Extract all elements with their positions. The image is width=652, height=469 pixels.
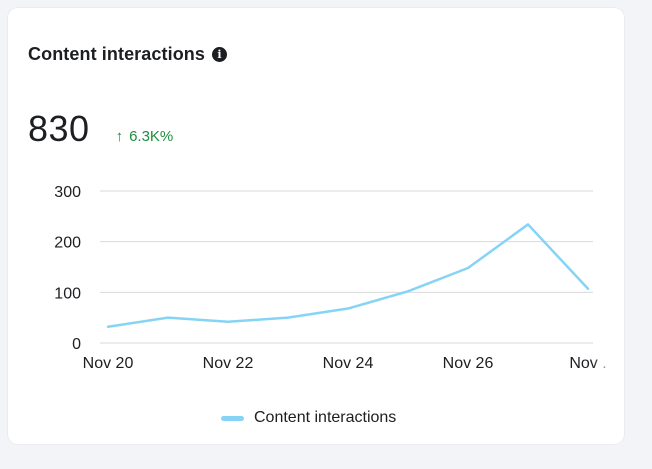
metric-value: 830 (28, 108, 90, 149)
x-tick-label: Nov 20 (83, 355, 134, 372)
x-tick-label: Nov 26 (443, 355, 494, 372)
card-title: Content interactions (28, 44, 206, 64)
y-tick-label: 0 (72, 336, 81, 353)
chart-legend[interactable]: Content interactions (221, 409, 396, 427)
card-title-row: Content interactions i (28, 44, 228, 65)
legend-swatch (221, 415, 244, 421)
up-arrow-icon: ↑ (115, 128, 124, 145)
legend-label: Content interactions (254, 409, 397, 426)
y-tick-label: 300 (54, 184, 81, 201)
x-tick-label: Nov 22 (203, 355, 254, 372)
metric-row: 830 ↑ 6.3K% (28, 108, 173, 150)
x-tick-label: Nov 24 (323, 355, 374, 372)
change-percent: 6.3K% (129, 128, 174, 145)
metric-change: ↑ 6.3K% (116, 128, 174, 145)
series-line-content-interactions[interactable] (106, 223, 590, 329)
label-fade (593, 353, 619, 383)
content-interactions-card: Content interactions i 830 ↑ 6.3K% 0 100 2… (8, 8, 624, 444)
info-icon[interactable]: i (212, 47, 228, 62)
y-tick-label: 100 (54, 285, 81, 302)
y-tick-label: 200 (54, 235, 81, 252)
